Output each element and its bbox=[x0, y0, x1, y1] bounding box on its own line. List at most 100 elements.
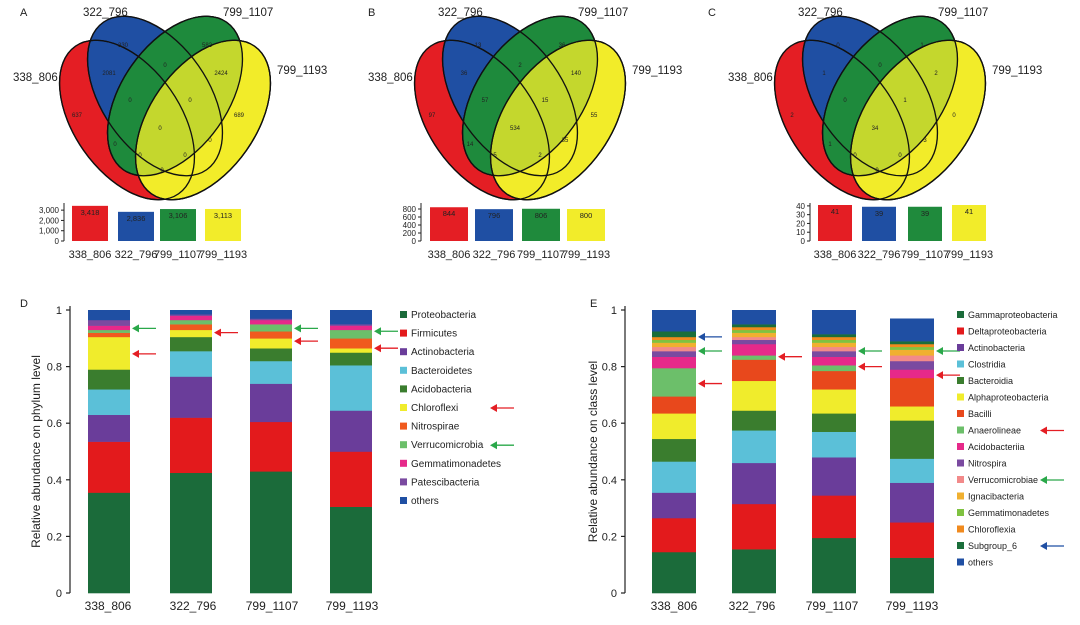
venn-set-label: 338_806 bbox=[728, 72, 773, 84]
venn-region-count: 2424 bbox=[214, 71, 228, 77]
stacked-segment bbox=[250, 338, 292, 349]
legend-arrow-head bbox=[490, 404, 497, 412]
y-tick-label: 0.8 bbox=[47, 362, 62, 374]
stacked-segment bbox=[812, 389, 856, 414]
stacked-segment bbox=[732, 332, 776, 338]
stacked-segment bbox=[812, 356, 856, 366]
stacked-segment bbox=[652, 339, 696, 343]
venn-region-count: 637 bbox=[72, 113, 83, 119]
stacked-segment bbox=[250, 471, 292, 594]
x-tick-label: 322_796 bbox=[473, 249, 516, 261]
legend-label: Chloroflexia bbox=[968, 525, 1016, 535]
venn-region-count: 2 bbox=[790, 113, 794, 119]
stacked-segment bbox=[652, 438, 696, 462]
y-tick-label: 0.4 bbox=[47, 475, 62, 487]
venn-region-count: 0 bbox=[158, 126, 162, 132]
stacked-segment bbox=[890, 343, 934, 348]
bar-value-label: 2,836 bbox=[127, 214, 146, 223]
stacked-segment bbox=[330, 348, 372, 353]
x-tick-label: 799_1107 bbox=[901, 249, 949, 261]
x-tick-label: 338_806 bbox=[428, 249, 471, 261]
y-tick-label: 200 bbox=[403, 229, 417, 238]
venn-region-count: 330 bbox=[118, 43, 129, 49]
bar-value-label: 39 bbox=[875, 209, 883, 218]
legend-label: others bbox=[411, 496, 439, 507]
y-tick-label: 0.4 bbox=[602, 475, 617, 487]
legend-arrow-head bbox=[1040, 426, 1047, 435]
venn-region-count: 0 bbox=[843, 98, 847, 104]
count-bar bbox=[952, 205, 986, 241]
legend-swatch bbox=[957, 360, 964, 368]
bar-value-label: 3,113 bbox=[214, 211, 232, 220]
legend-label: Bacilli bbox=[968, 409, 992, 419]
bar-value-label: 3,418 bbox=[81, 208, 100, 217]
count-bar bbox=[118, 211, 154, 241]
stacked-segment bbox=[88, 336, 130, 370]
venn-set-outline bbox=[461, 15, 599, 177]
bar-value-label: 41 bbox=[831, 207, 839, 216]
venn-set-outline bbox=[134, 39, 272, 201]
venn-set-label: 338_806 bbox=[13, 72, 58, 84]
stacked-segment bbox=[250, 383, 292, 423]
stacked-segment bbox=[652, 356, 696, 369]
venn-region-count: 0 bbox=[160, 168, 164, 174]
stacked-segment bbox=[170, 314, 212, 316]
y-axis-label: Relative abundance on class level bbox=[586, 361, 600, 542]
stacked-segment bbox=[732, 380, 776, 411]
x-tick-label: 799_1193 bbox=[945, 249, 993, 261]
legend-swatch bbox=[957, 311, 964, 318]
stacked-segment bbox=[250, 319, 292, 325]
legend-label: Gemmatimonadetes bbox=[968, 508, 1050, 518]
x-tick-label: 338_806 bbox=[814, 249, 857, 261]
venn-region-count: 1 bbox=[828, 142, 832, 148]
stacked-segment bbox=[170, 376, 212, 418]
stacked-segment bbox=[812, 370, 856, 390]
bar-value-label: 796 bbox=[488, 211, 501, 220]
legend-arrow-head bbox=[490, 441, 497, 450]
count-bar bbox=[522, 208, 560, 241]
stacked-segment bbox=[88, 441, 130, 493]
stacked-segment bbox=[732, 359, 776, 382]
x-tick-label: 799_1107 bbox=[806, 599, 859, 613]
stacked-segment bbox=[330, 329, 372, 339]
legend-label: Acidobacteria bbox=[411, 384, 472, 395]
stacked-segment bbox=[812, 457, 856, 496]
legend-label: Bacteroidia bbox=[968, 376, 1013, 386]
stacked-segment bbox=[652, 351, 696, 357]
y-axis-label: Relative abundance on phylum level bbox=[29, 355, 43, 548]
y-tick-label: 0 bbox=[611, 588, 617, 600]
venn-set-outline bbox=[489, 39, 627, 201]
count-bar-chart-b: 8006004002000844338_806796322_796806799_… bbox=[403, 203, 610, 261]
annotation-arrow-head bbox=[698, 347, 705, 356]
venn-region-count: 13 bbox=[475, 43, 482, 49]
stacked-segment bbox=[652, 551, 696, 594]
legend-label: Gemmatimonadetes bbox=[411, 459, 501, 470]
y-tick-label: 0.6 bbox=[602, 418, 617, 430]
venn-region-count: 0 bbox=[113, 142, 117, 148]
legend-label: Subgroup_6 bbox=[968, 541, 1017, 551]
x-tick-label: 799_1193 bbox=[199, 249, 247, 261]
panel-letter-b: B bbox=[368, 7, 375, 19]
x-tick-label: 799_1193 bbox=[886, 599, 939, 613]
venn-region-count: 97 bbox=[429, 113, 436, 119]
y-tick-label: 2,000 bbox=[39, 216, 60, 225]
venn-region-count: 36 bbox=[461, 71, 468, 77]
legend-swatch bbox=[400, 348, 407, 356]
y-tick-label: 30 bbox=[796, 211, 805, 220]
stacked-segment bbox=[890, 557, 934, 594]
legend-swatch bbox=[400, 441, 407, 449]
y-tick-label: 0 bbox=[801, 237, 806, 246]
venn-region-count: 2081 bbox=[102, 71, 116, 77]
stacked-segment bbox=[330, 451, 372, 507]
y-tick-label: 40 bbox=[796, 202, 805, 211]
panel-letter-a: A bbox=[20, 7, 28, 19]
stacked-segment bbox=[170, 329, 212, 338]
stacked-segment bbox=[330, 338, 372, 349]
annotation-arrow-head bbox=[294, 337, 301, 346]
stacked-segment bbox=[812, 413, 856, 432]
count-bar bbox=[908, 206, 942, 241]
stacked-segment bbox=[652, 342, 696, 348]
stacked-segment bbox=[652, 518, 696, 553]
venn-set-outline bbox=[801, 15, 939, 177]
venn-region-count: 0 bbox=[208, 138, 212, 144]
